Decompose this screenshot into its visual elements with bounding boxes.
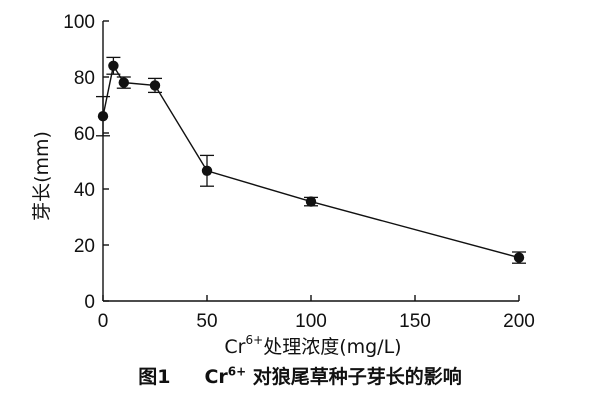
y-tick-label: 100	[63, 12, 95, 33]
y-tick-label: 0	[84, 292, 95, 313]
y-axis-title: 芽长(mm)	[31, 131, 53, 221]
y-ticks: 0 20 40 60 80 100	[63, 12, 109, 313]
y-tick-label: 60	[74, 124, 95, 145]
data-point	[513, 252, 525, 263]
x-axis: 0 50 100 150 200	[98, 295, 535, 332]
x-tick-label: 100	[295, 311, 327, 332]
plot-area	[96, 56, 526, 264]
chart: 0 20 40 60 80 100 0 50 100 150 200 芽长(mm) Cr6+处理浓…	[31, 12, 535, 358]
y-tick-label: 80	[74, 68, 95, 89]
x-tick-label: 200	[503, 311, 535, 332]
caption-prefix: Cr	[204, 366, 228, 388]
caption-superscript: 6+	[227, 364, 247, 379]
x-axis-title-prefix: Cr	[224, 336, 245, 358]
y-axis: 0 20 40 60 80 100	[63, 12, 109, 313]
x-ticks: 0 50 100 150 200	[98, 295, 535, 332]
data-point	[97, 111, 109, 122]
figure-caption: 图1 Cr6+ 对狼尾草种子芽长的影响	[0, 362, 600, 389]
x-tick-label: 0	[98, 311, 109, 332]
data-point	[149, 80, 161, 91]
figure-number: 图1	[138, 366, 171, 388]
data-point	[108, 60, 119, 71]
x-axis-title: Cr6+处理浓度(mg/L)	[224, 333, 401, 358]
x-axis-title-suffix: 处理浓度(mg/L)	[263, 336, 401, 358]
x-axis-title-superscript: 6+	[245, 333, 263, 347]
caption-suffix: 对狼尾草种子芽长的影响	[246, 366, 462, 388]
y-tick-label: 40	[74, 180, 95, 201]
x-tick-label: 50	[196, 311, 217, 332]
data-point	[201, 165, 213, 176]
x-tick-label: 150	[399, 311, 431, 332]
data-point	[305, 196, 317, 207]
series-line	[102, 63, 520, 259]
data-point	[118, 77, 129, 88]
y-tick-label: 20	[74, 236, 95, 257]
